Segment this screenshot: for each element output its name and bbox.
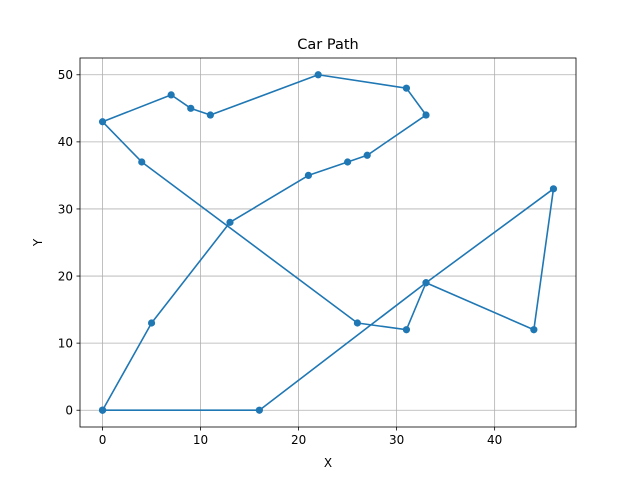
path-point bbox=[314, 71, 322, 79]
path-point bbox=[98, 118, 107, 126]
x-tick-label: 0 bbox=[99, 433, 107, 447]
y-tick-label: 0 bbox=[65, 404, 73, 418]
path-line bbox=[101, 73, 555, 412]
path-point bbox=[530, 326, 538, 334]
y-tick-label: 40 bbox=[58, 135, 73, 149]
x-axis-label: X bbox=[324, 456, 332, 470]
path-point bbox=[206, 111, 214, 119]
path-point bbox=[363, 151, 371, 159]
path-point bbox=[422, 279, 430, 287]
x-tick-label: 30 bbox=[389, 433, 404, 447]
path-point bbox=[549, 185, 558, 193]
ticks: 0 10 20 30 40 0 10 20 30 40 50 bbox=[58, 68, 503, 447]
y-axis-label: Y bbox=[31, 238, 45, 247]
path-point bbox=[344, 158, 352, 166]
x-tick-label: 20 bbox=[291, 433, 306, 447]
series-group bbox=[98, 71, 558, 414]
path-point bbox=[402, 84, 411, 92]
path-point bbox=[187, 104, 195, 112]
x-tick-label: 40 bbox=[487, 433, 502, 447]
y-tick-label: 20 bbox=[58, 269, 73, 283]
path-point bbox=[98, 406, 107, 414]
plot-frame bbox=[79, 57, 577, 428]
path-point bbox=[255, 406, 263, 414]
y-tick-label: 30 bbox=[58, 202, 73, 216]
path-point bbox=[353, 319, 362, 327]
path-point bbox=[422, 111, 430, 119]
x-tick-label: 10 bbox=[193, 433, 208, 447]
y-tick-label: 10 bbox=[58, 336, 73, 350]
path-point bbox=[167, 91, 175, 99]
chart-title: Car Path bbox=[297, 37, 358, 53]
grid bbox=[80, 58, 576, 427]
path-point bbox=[147, 319, 156, 327]
path-point bbox=[304, 171, 312, 180]
path-point bbox=[138, 158, 146, 166]
path-point bbox=[226, 218, 234, 226]
y-tick-label: 50 bbox=[58, 68, 73, 82]
path-point bbox=[402, 326, 411, 334]
